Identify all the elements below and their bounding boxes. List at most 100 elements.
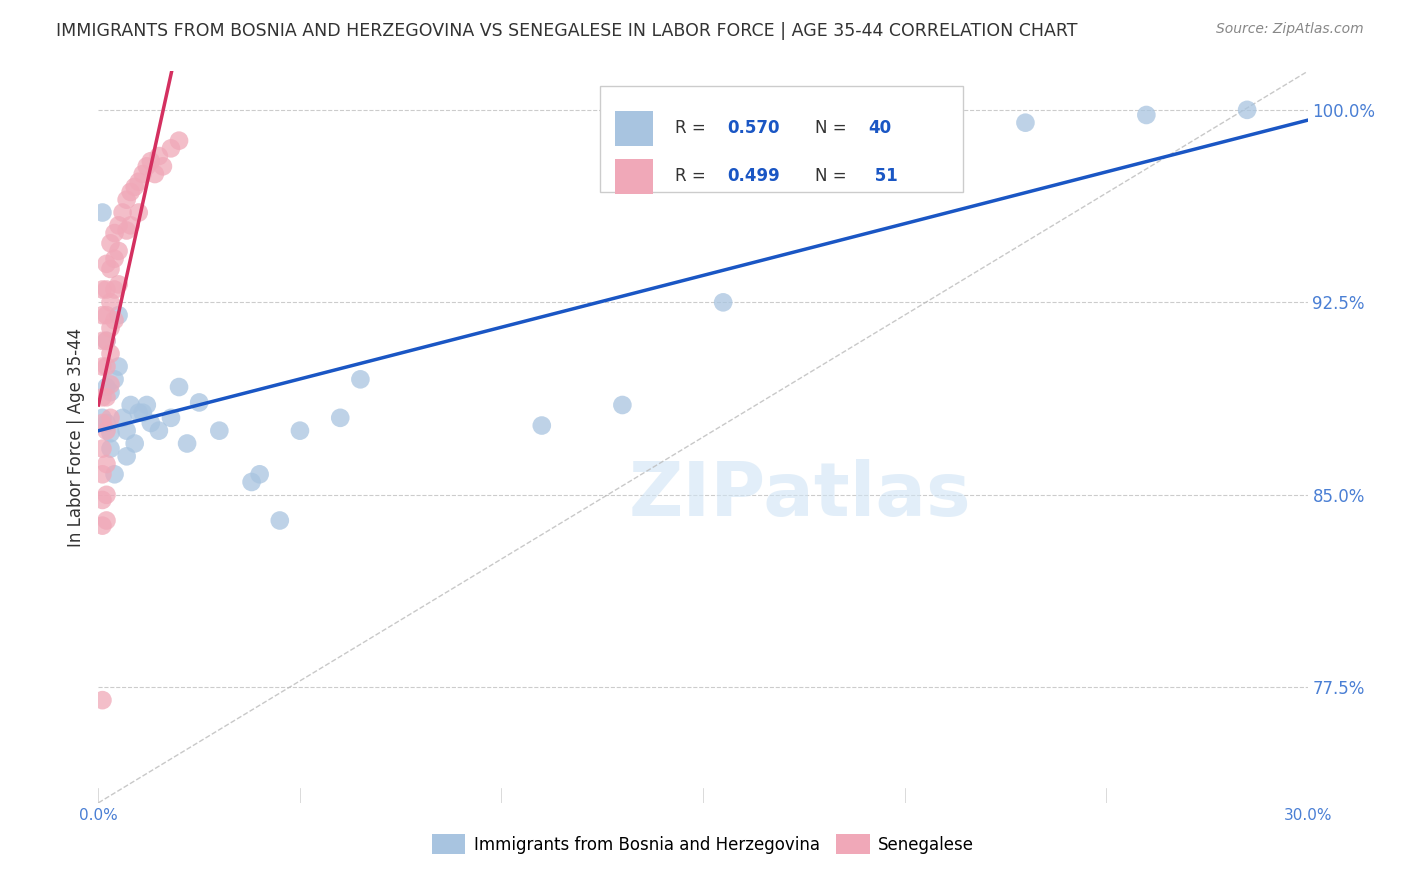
Text: N =: N = <box>815 167 852 186</box>
Point <box>100 295 122 310</box>
Point <box>160 410 183 425</box>
Point <box>107 308 129 322</box>
Point <box>103 283 125 297</box>
Point <box>160 141 183 155</box>
Point <box>103 226 125 240</box>
FancyBboxPatch shape <box>614 159 652 194</box>
Point <box>111 205 134 219</box>
Point <box>135 398 157 412</box>
Point <box>139 154 162 169</box>
Point <box>120 219 142 233</box>
Point <box>103 372 125 386</box>
FancyBboxPatch shape <box>614 111 652 146</box>
Point <box>128 406 150 420</box>
Point <box>96 359 118 374</box>
Point <box>100 410 122 425</box>
Point <box>240 475 263 489</box>
Point <box>269 514 291 528</box>
Point <box>115 193 138 207</box>
Point <box>167 380 190 394</box>
Text: ZIPatlas: ZIPatlas <box>628 459 972 533</box>
Point <box>91 308 114 322</box>
Point <box>120 398 142 412</box>
Point <box>934 134 956 148</box>
Point <box>96 283 118 297</box>
Point <box>91 518 114 533</box>
Point <box>91 416 114 430</box>
Point <box>124 179 146 194</box>
Point <box>96 457 118 471</box>
Point <box>100 442 122 456</box>
Point <box>120 185 142 199</box>
Point <box>1014 116 1036 130</box>
Point <box>530 418 553 433</box>
FancyBboxPatch shape <box>600 86 963 192</box>
Point <box>107 359 129 374</box>
Text: 40: 40 <box>869 120 891 137</box>
Point <box>100 346 122 360</box>
Point <box>91 205 114 219</box>
Text: 0.570: 0.570 <box>727 120 780 137</box>
Point <box>96 334 118 348</box>
Point <box>167 134 190 148</box>
Legend: Immigrants from Bosnia and Herzegovina, Senegalese: Immigrants from Bosnia and Herzegovina, … <box>426 828 980 860</box>
Point <box>176 436 198 450</box>
Point <box>124 436 146 450</box>
Point <box>91 442 114 456</box>
Point <box>111 410 134 425</box>
Point <box>96 334 118 348</box>
Point <box>132 167 155 181</box>
Point <box>107 244 129 258</box>
Point <box>91 467 114 482</box>
Point <box>115 424 138 438</box>
Point <box>148 149 170 163</box>
Point <box>148 424 170 438</box>
Point <box>91 492 114 507</box>
Point <box>288 424 311 438</box>
Point <box>711 295 734 310</box>
Point <box>107 219 129 233</box>
Point <box>91 410 114 425</box>
Point <box>188 395 211 409</box>
Point <box>91 334 114 348</box>
Point <box>100 262 122 277</box>
Text: IMMIGRANTS FROM BOSNIA AND HERZEGOVINA VS SENEGALESE IN LABOR FORCE | AGE 35-44 : IMMIGRANTS FROM BOSNIA AND HERZEGOVINA V… <box>56 22 1078 40</box>
Point <box>208 424 231 438</box>
Point <box>100 426 122 441</box>
Point <box>128 205 150 219</box>
Point <box>128 175 150 189</box>
Point <box>91 359 114 374</box>
Point <box>115 223 138 237</box>
Point <box>103 467 125 482</box>
Point <box>91 390 114 404</box>
Point <box>96 308 118 322</box>
Point <box>115 450 138 464</box>
Y-axis label: In Labor Force | Age 35-44: In Labor Force | Age 35-44 <box>66 327 84 547</box>
Text: R =: R = <box>675 167 711 186</box>
Point <box>100 236 122 251</box>
Text: 0.499: 0.499 <box>727 167 780 186</box>
Point <box>103 313 125 327</box>
Point <box>107 277 129 292</box>
Point <box>96 424 118 438</box>
Point <box>139 416 162 430</box>
Point <box>100 385 122 400</box>
Text: 51: 51 <box>869 167 897 186</box>
Point <box>329 410 352 425</box>
Point <box>96 416 118 430</box>
Text: R =: R = <box>675 120 711 137</box>
Point <box>91 693 114 707</box>
Text: Source: ZipAtlas.com: Source: ZipAtlas.com <box>1216 22 1364 37</box>
Point <box>249 467 271 482</box>
Point <box>612 398 634 412</box>
Point <box>100 321 122 335</box>
Point <box>96 488 118 502</box>
Point <box>96 390 118 404</box>
Point <box>96 257 118 271</box>
Point <box>152 159 174 173</box>
Point <box>96 380 118 394</box>
Point <box>1135 108 1157 122</box>
Point <box>100 377 122 392</box>
Point <box>91 283 114 297</box>
Point <box>143 167 166 181</box>
